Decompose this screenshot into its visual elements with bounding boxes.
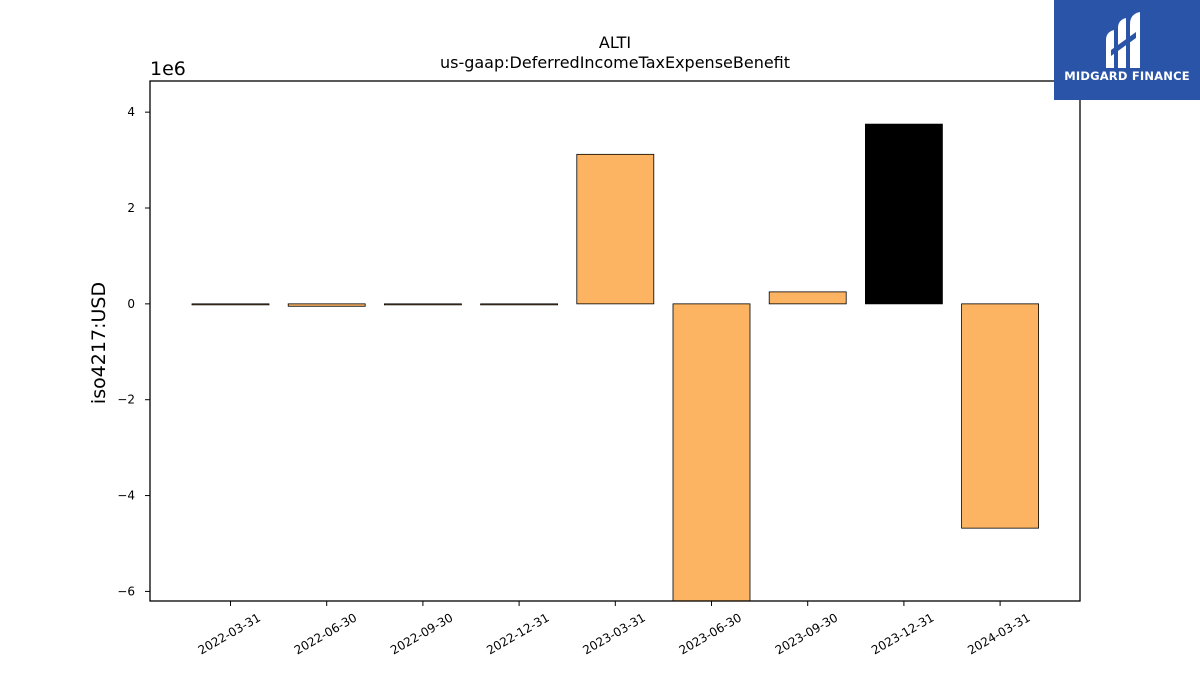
bar-2023-09-30	[768, 291, 847, 305]
y-tick-label: 0	[127, 297, 135, 311]
bar-2023-03-31	[576, 153, 655, 305]
y-axis-label: iso4217:USD	[88, 282, 110, 404]
y-tick-label: −2	[117, 393, 135, 407]
brand-logo: MIDGARD FINANCE	[1054, 0, 1200, 100]
logo-text: MIDGARD FINANCE	[1064, 69, 1190, 83]
midgard-logo-icon	[1106, 12, 1140, 68]
x-tick-label: 2022-12-31	[484, 610, 551, 657]
chart-title: ALTI	[599, 33, 631, 52]
plot-frame	[149, 80, 1081, 602]
x-tick-label: 2023-03-31	[580, 610, 647, 657]
bar-2024-03-31	[961, 303, 1039, 529]
x-tick-label: 2022-03-31	[196, 610, 263, 657]
bar-2022-06-30	[287, 303, 366, 307]
bar-2022-12-31	[480, 303, 559, 306]
bar-2022-09-30	[383, 303, 462, 306]
x-tick-label: 2024-03-31	[965, 610, 1032, 657]
y-tick-label: −4	[117, 489, 135, 503]
y-tick-label: −6	[117, 584, 135, 598]
x-tick-label: 2023-06-30	[677, 610, 744, 657]
bar-2022-03-31	[191, 303, 270, 306]
x-tick-label: 2023-09-30	[773, 610, 840, 657]
x-tick-label: 2022-06-30	[292, 610, 359, 657]
x-tick-label: 2022-09-30	[388, 610, 455, 657]
y-offset-label: 1e6	[150, 58, 186, 80]
bar-2023-06-30	[672, 303, 751, 602]
y-tick-label: 4	[127, 105, 135, 119]
bars-layer	[191, 123, 1039, 602]
x-tick-label: 2023-12-31	[869, 610, 936, 657]
chart-subtitle: us-gaap:DeferredIncomeTaxExpenseBenefit	[440, 53, 790, 72]
bar-2023-12-31	[865, 123, 943, 305]
y-tick-label: 2	[127, 201, 135, 215]
